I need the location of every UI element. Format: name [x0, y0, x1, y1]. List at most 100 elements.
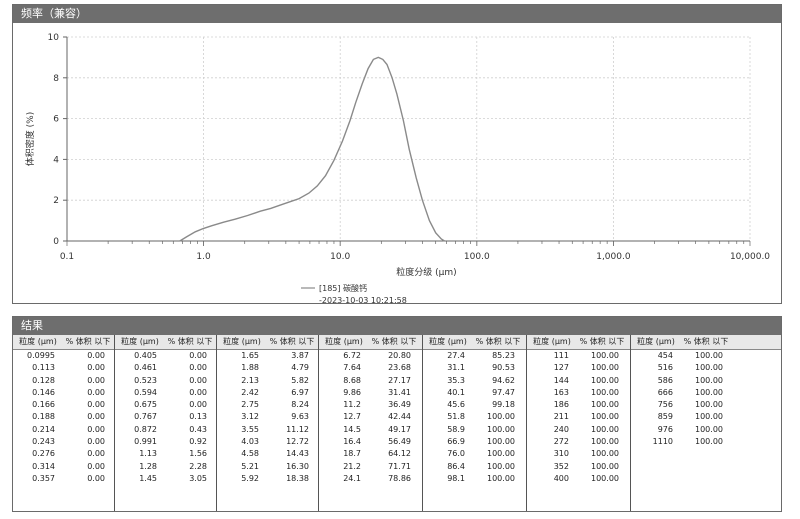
size-cell: 0.357 [32, 473, 55, 483]
table-row: 21.2 71.71 [319, 461, 422, 473]
percent-cell: 100.00 [591, 400, 619, 410]
table-row: 0.357 0.00 [13, 473, 114, 485]
y-tick-label: 6 [53, 115, 59, 125]
results-table: 粒度 (µm)% 体积 以下 0.0995 0.00 0.113 0.00 0.128 0.… [13, 335, 781, 511]
table-row: 98.1 100.00 [423, 473, 526, 485]
size-cell: 0.405 [134, 351, 157, 360]
size-cell: 240 [553, 424, 569, 434]
table-row: 58.9 100.00 [423, 424, 526, 436]
percent-cell: 100.00 [591, 387, 619, 397]
percent-cell: 5.82 [291, 375, 309, 385]
size-cell: 516 [657, 363, 673, 373]
results-column-header: 粒度 (µm) % 体积 以下 [631, 335, 781, 350]
header-size-label: 粒度 (µm) [325, 337, 363, 346]
size-cell: 1.65 [241, 351, 259, 360]
percent-cell: 6.97 [291, 387, 309, 397]
table-row: 0.128 0.00 [13, 375, 114, 387]
percent-cell: 12.72 [286, 437, 309, 447]
percent-cell: 36.49 [388, 400, 411, 410]
percent-cell: 100.00 [487, 461, 515, 471]
percent-cell: 0.00 [189, 400, 207, 410]
table-row: 0.314 0.00 [13, 461, 114, 473]
size-cell: 4.03 [241, 437, 259, 447]
percent-cell: 100.00 [591, 412, 619, 422]
percent-cell: 20.80 [388, 351, 411, 360]
size-cell: 0.991 [134, 437, 157, 447]
results-column: 粒度 (µm) % 体积 以下 454 100.00 516 100.00 586 100.0… [631, 335, 781, 511]
size-cell: 976 [657, 424, 673, 434]
size-cell: 6.72 [343, 351, 361, 360]
percent-cell: 100.00 [695, 387, 723, 397]
legend-label: [185] 碳酸钙 [319, 283, 367, 293]
table-row: 2.75 8.24 [217, 399, 318, 411]
table-row: 310 100.00 [527, 448, 630, 460]
percent-cell: 0.00 [87, 424, 105, 434]
table-row: 4.58 14.43 [217, 448, 318, 460]
table-row: 5.92 18.38 [217, 473, 318, 485]
table-row: 756 100.00 [631, 399, 781, 411]
percent-cell: 100.00 [695, 400, 723, 410]
results-column-header: 粒度 (µm) % 体积 以下 [217, 335, 318, 350]
percent-cell: 71.71 [388, 461, 411, 471]
x-tick-label: 10.0 [330, 252, 350, 262]
results-column: 粒度 (µm) % 体积 以下 6.72 20.80 7.64 23.68 8.68 27.1… [319, 335, 423, 511]
y-tick-label: 8 [53, 74, 59, 84]
results-column: 粒度 (µm) % 体积 以下 0.405 0.00 0.461 0.00 0.523 0.0… [115, 335, 217, 511]
size-cell: 2.42 [241, 387, 259, 397]
series-line [179, 56, 445, 242]
percent-cell: 0.00 [87, 461, 105, 471]
table-row: 186 100.00 [527, 399, 630, 411]
table-row: 0.146 0.00 [13, 387, 114, 399]
header-percent-label: % 体积 以下 [683, 337, 729, 346]
size-cell: 127 [553, 363, 569, 373]
size-cell: 27.4 [447, 351, 465, 360]
table-row: 1110 100.00 [631, 436, 781, 448]
table-row: 0.991 0.92 [115, 436, 216, 448]
table-row: 7.64 23.68 [319, 362, 422, 374]
percent-cell: 0.13 [189, 412, 207, 422]
size-cell: 211 [553, 412, 569, 422]
percent-cell: 100.00 [487, 473, 515, 483]
percent-cell: 23.68 [388, 363, 411, 373]
table-row: 0.872 0.43 [115, 424, 216, 436]
table-row: 666 100.00 [631, 387, 781, 399]
percent-cell: 100.00 [591, 424, 619, 434]
table-row: 0.594 0.00 [115, 387, 216, 399]
percent-cell: 100.00 [695, 412, 723, 422]
results-column-header: 粒度 (µm) % 体积 以下 [319, 335, 422, 350]
table-row: 24.1 78.86 [319, 473, 422, 485]
size-cell: 400 [553, 473, 569, 483]
table-row: 0.214 0.00 [13, 424, 114, 436]
size-cell: 1.88 [241, 363, 259, 373]
size-cell: 7.64 [343, 363, 361, 373]
size-cell: 12.7 [343, 412, 361, 422]
table-row: 1.45 3.05 [115, 473, 216, 485]
size-cell: 16.4 [343, 437, 361, 447]
percent-cell: 42.44 [388, 412, 411, 422]
percent-cell: 100.00 [695, 437, 723, 447]
percent-cell: 0.00 [189, 375, 207, 385]
x-tick-label: 10,000.0 [730, 252, 770, 262]
table-row: 400 100.00 [527, 473, 630, 485]
size-cell: 8.68 [343, 375, 361, 385]
header-percent-label: % 体积 以下 [65, 337, 111, 346]
table-row: 586 100.00 [631, 375, 781, 387]
size-cell: 86.4 [447, 461, 465, 471]
results-panel-title: 结果 [13, 317, 781, 335]
size-cell: 76.0 [447, 449, 465, 459]
size-cell: 31.1 [447, 363, 465, 373]
x-tick-label: 1,000.0 [596, 252, 631, 262]
header-size-label: 粒度 (µm) [223, 337, 261, 346]
percent-cell: 100.00 [591, 375, 619, 385]
table-row: 14.5 49.17 [319, 424, 422, 436]
size-cell: 163 [553, 387, 569, 397]
header-percent-label: % 体积 以下 [579, 337, 625, 346]
size-cell: 4.58 [241, 449, 259, 459]
header-percent-label: % 体积 以下 [475, 337, 521, 346]
table-row: 0.113 0.00 [13, 362, 114, 374]
table-row: 516 100.00 [631, 362, 781, 374]
percent-cell: 100.00 [695, 363, 723, 373]
results-column-header: 粒度 (µm) % 体积 以下 [423, 335, 526, 350]
percent-cell: 11.12 [286, 424, 309, 434]
size-cell: 144 [553, 375, 569, 385]
